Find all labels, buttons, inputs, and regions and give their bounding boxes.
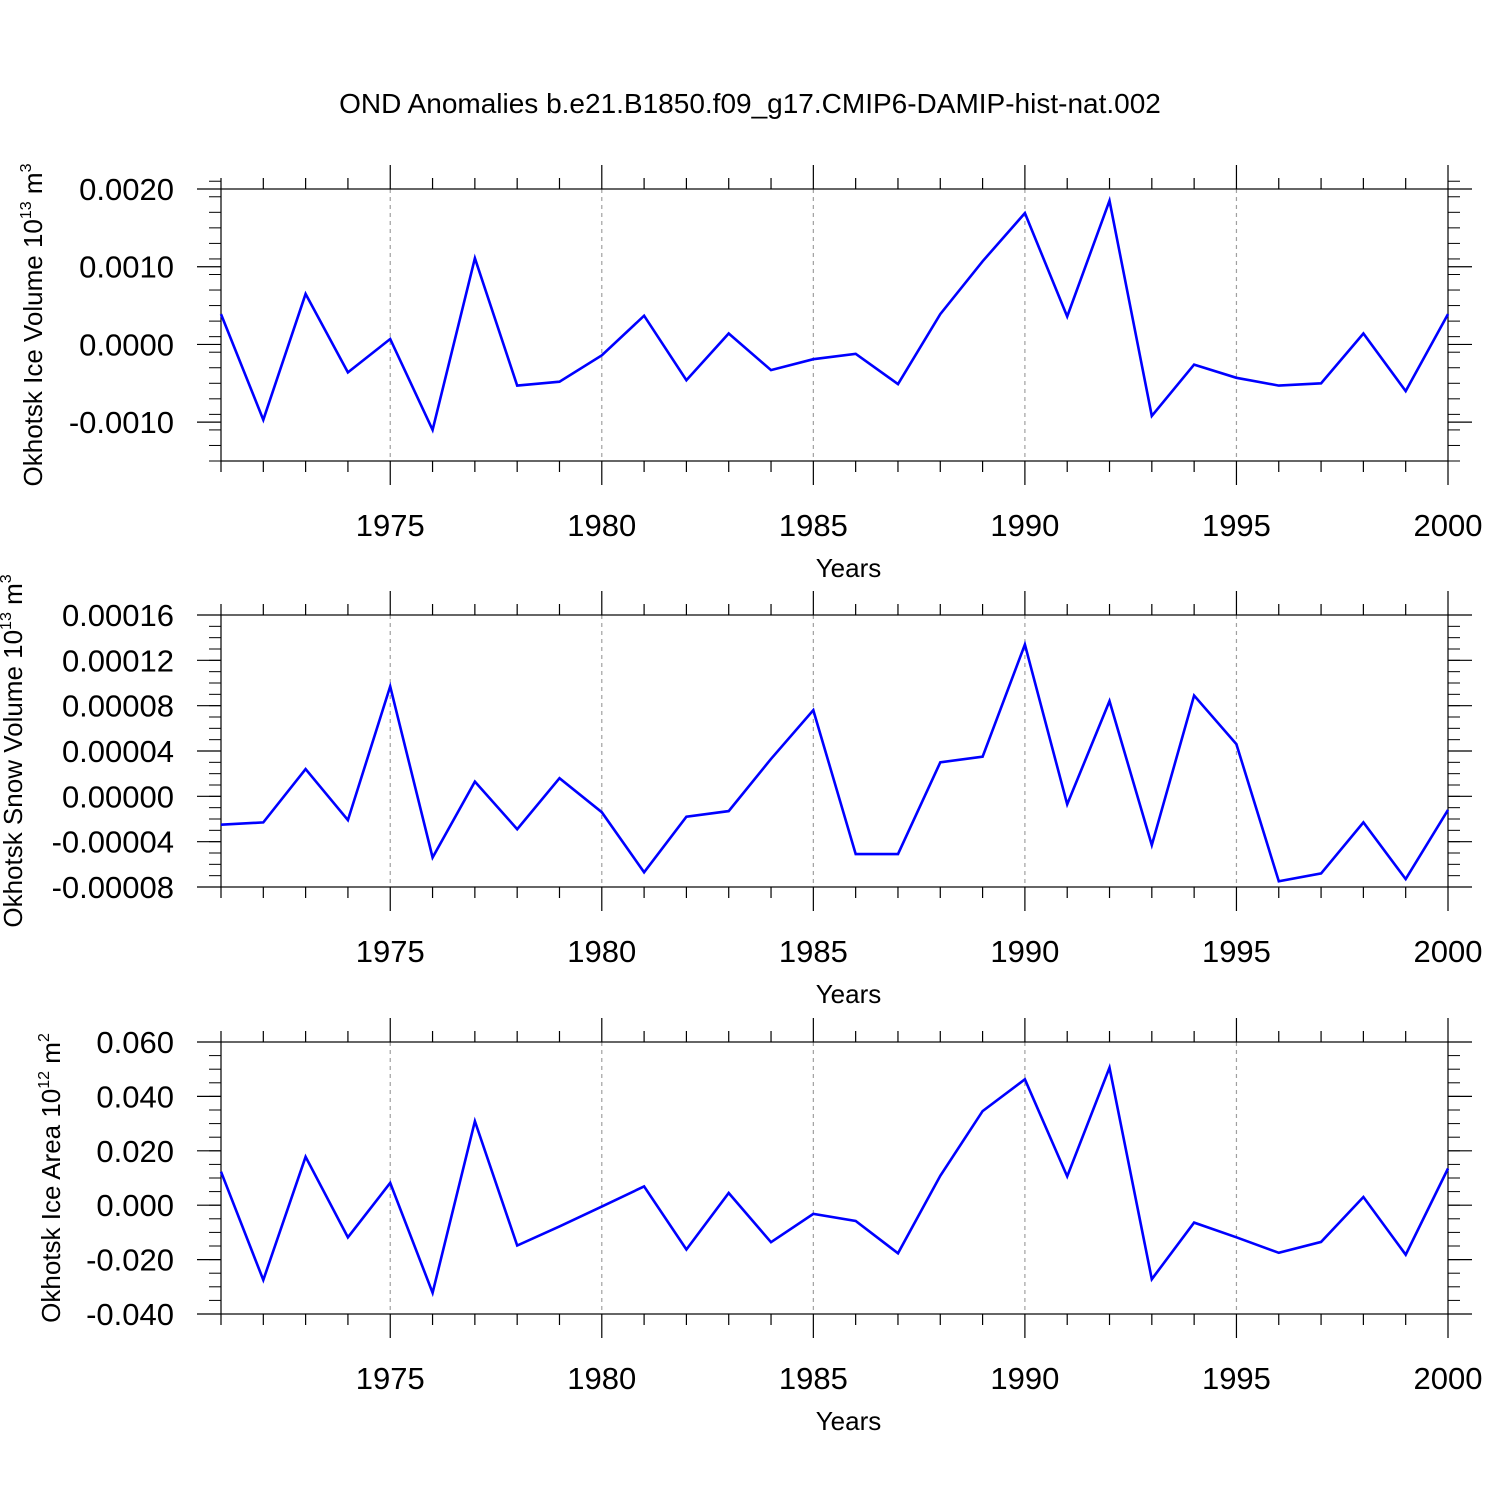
y-tick-label: 0.00000	[62, 779, 174, 814]
y-tick-label: 0.060	[96, 1025, 174, 1060]
y-axis-label-text: Okhotsk Ice Area 10	[36, 1089, 66, 1323]
x-tick-label: 2000	[1414, 508, 1483, 543]
y-tick-label: 0.0010	[79, 250, 174, 285]
y-tick-label: -0.020	[86, 1243, 174, 1278]
x-tick-label: 2000	[1414, 934, 1483, 969]
x-tick-label: 1980	[567, 934, 636, 969]
series-line	[220, 640, 1450, 883]
y-axis-label-text: Okhotsk Ice Volume 10	[18, 219, 48, 486]
y-axis-label-superscript: 13	[18, 201, 35, 219]
y-tick-label: 0.00016	[62, 598, 174, 633]
series-line	[219, 1062, 1450, 1298]
y-tick-label: 0.00004	[62, 734, 174, 769]
x-axis-label: Years	[816, 979, 882, 1009]
x-tick-label: 1975	[356, 1361, 425, 1396]
y-tick-label: -0.040	[86, 1297, 174, 1332]
x-tick-label: 1995	[1202, 934, 1271, 969]
x-tick-label: 1980	[567, 508, 636, 543]
y-axis-label-superscript: 2	[36, 1033, 53, 1042]
y-tick-label: 0.00008	[62, 689, 174, 724]
panel-1: -0.0010 0.0000 0.0010 0.0020 1975 1980 1985 199…	[18, 163, 1482, 583]
x-tick-label: 2000	[1414, 1361, 1483, 1396]
x-tick-label: 1985	[779, 934, 848, 969]
x-tick-label: 1995	[1202, 508, 1271, 543]
plot-frame	[220, 188, 1449, 462]
panel-3: -0.040 -0.020 0.000 0.020 0.040 0.060 1975 1980…	[36, 1018, 1482, 1436]
y-axis-label-text: m	[18, 172, 48, 201]
y-axis-label-superscript: 13	[0, 612, 15, 630]
y-axis-label: Okhotsk Ice Volume 1013 m3	[18, 163, 48, 486]
x-axis-label: Years	[816, 1406, 882, 1436]
x-tick-label: 1995	[1202, 1361, 1271, 1396]
series-line	[219, 195, 1450, 434]
y-tick-label: 0.0000	[79, 327, 174, 362]
y-axis-label-text: Okhotsk Snow Volume 10	[0, 630, 28, 928]
x-tick-label: 1975	[356, 508, 425, 543]
y-tick-label: -0.0010	[69, 405, 174, 440]
y-tick-label: 0.020	[96, 1134, 174, 1169]
chart-title: OND Anomalies b.e21.B1850.f09_g17.CMIP6-…	[339, 88, 1161, 119]
y-tick-label: 0.040	[96, 1079, 174, 1114]
y-axis-label-superscript: 3	[0, 574, 15, 583]
x-tick-label: 1985	[779, 508, 848, 543]
x-tick-label: 1990	[990, 934, 1059, 969]
panel-2: -0.00008 -0.00004 0.00000 0.00004 0.00008 0.0…	[0, 574, 1482, 1009]
y-tick-label: -0.00008	[52, 870, 174, 905]
x-tick-label: 1980	[567, 1361, 636, 1396]
plot-frame	[220, 1041, 1449, 1315]
y-tick-label: -0.00004	[52, 825, 174, 860]
x-tick-label: 1990	[990, 1361, 1059, 1396]
y-tick-label: 0.00012	[62, 643, 174, 678]
x-tick-label: 1990	[990, 508, 1059, 543]
x-axis-label: Years	[816, 553, 882, 583]
y-tick-label: 0.0020	[79, 172, 174, 207]
y-axis-label-superscript: 12	[36, 1071, 53, 1089]
y-axis-label: Okhotsk Ice Area 1012 m2	[36, 1033, 66, 1323]
y-axis-label-text: m	[36, 1042, 66, 1071]
x-tick-label: 1975	[356, 934, 425, 969]
x-tick-label: 1985	[779, 1361, 848, 1396]
y-axis-label-superscript: 3	[18, 163, 35, 172]
y-tick-label: 0.000	[96, 1188, 174, 1223]
y-axis-label-text: m	[0, 583, 28, 612]
y-axis-label: Okhotsk Snow Volume 1013 m3	[0, 574, 28, 927]
